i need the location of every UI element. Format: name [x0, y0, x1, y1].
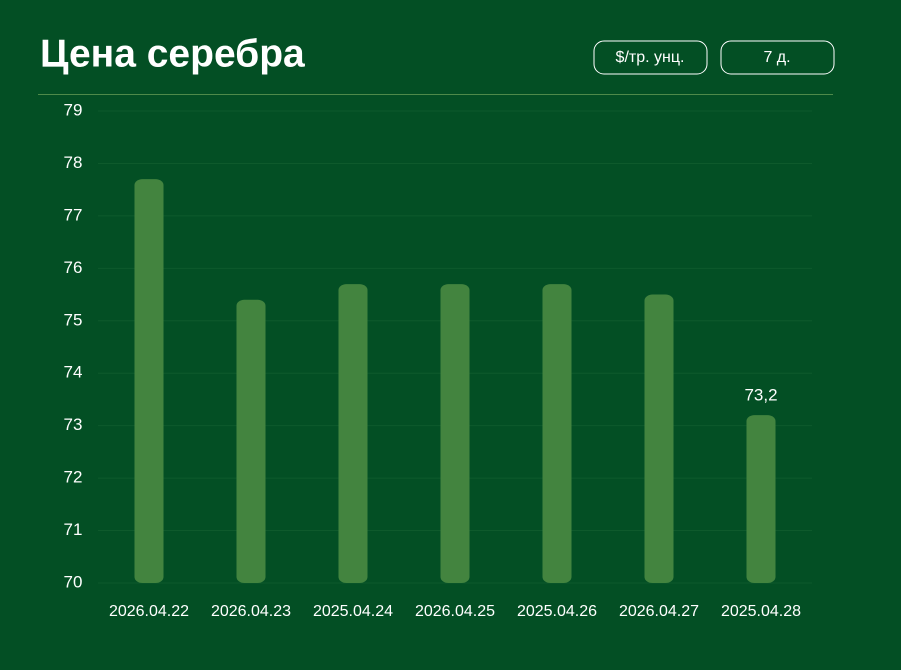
- y-tick-label: 70: [64, 572, 83, 591]
- period-button-frame[interactable]: [720, 40, 835, 75]
- bar: [644, 294, 674, 583]
- unit-button-label[interactable]: $/тр. унц.: [616, 49, 685, 66]
- x-tick-label: 2026.04.27: [619, 603, 699, 620]
- y-tick-label: 71: [64, 520, 83, 539]
- unit-button-frame[interactable]: [593, 40, 708, 75]
- bar: [440, 284, 470, 583]
- bar: [338, 284, 368, 583]
- period-button[interactable]: 7 д.: [720, 40, 835, 75]
- y-tick-label: 76: [64, 258, 83, 277]
- x-tick-label: 2026.04.23: [211, 603, 291, 620]
- bar: [236, 299, 266, 583]
- bar: [542, 284, 572, 583]
- period-button-label[interactable]: 7 д.: [763, 49, 790, 66]
- x-tick-label: 2025.04.24: [313, 603, 393, 620]
- chart-title: Цена серебра: [40, 32, 305, 75]
- x-tick-label: 2026.04.22: [109, 603, 189, 620]
- y-tick-label: 72: [64, 468, 83, 487]
- y-tick-label: 77: [64, 205, 83, 224]
- y-tick-label: 79: [64, 100, 83, 119]
- y-tick-label: 75: [64, 310, 83, 329]
- bar: [134, 179, 164, 583]
- y-tick-label: 78: [64, 153, 83, 172]
- x-tick-label: 2025.04.26: [517, 603, 597, 620]
- x-tick-label: 2025.04.28: [721, 603, 801, 620]
- unit-button[interactable]: $/тр. унц.: [593, 40, 708, 75]
- y-tick-label: 74: [64, 363, 83, 382]
- value-label: 73,2: [744, 386, 777, 405]
- bar: [746, 415, 776, 583]
- x-tick-label: 2026.04.25: [415, 603, 495, 620]
- y-tick-label: 73: [64, 415, 83, 434]
